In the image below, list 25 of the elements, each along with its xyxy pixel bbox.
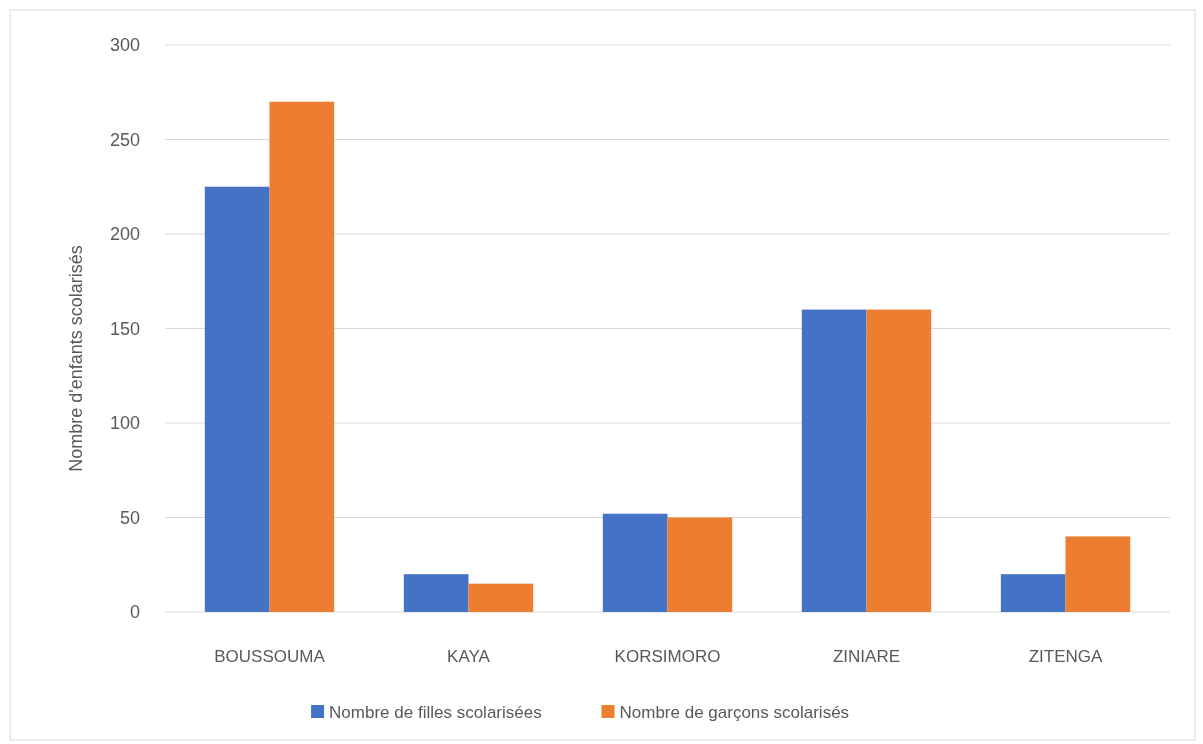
x-tick-label: ZITENGA xyxy=(1028,647,1104,666)
bar xyxy=(866,309,932,612)
x-tick-label: BOUSSOUMA xyxy=(214,647,326,666)
legend-label: Nombre de garçons scolarisés xyxy=(619,702,850,722)
bar xyxy=(1065,536,1131,612)
y-tick-label: 150 xyxy=(109,318,140,339)
legend-label: Nombre de filles scolarisées xyxy=(329,702,542,722)
y-tick-label: 200 xyxy=(109,224,140,245)
y-tick-label: 0 xyxy=(129,602,140,623)
bar xyxy=(602,513,668,612)
bar xyxy=(801,309,867,612)
y-axis-title: Nombre d'enfants scolarisés xyxy=(66,245,86,472)
x-tick-label: KAYA xyxy=(447,647,491,666)
bar xyxy=(269,101,335,612)
y-tick-label: 100 xyxy=(109,413,140,434)
y-tick-label: 250 xyxy=(109,129,140,150)
x-tick-label: ZINIARE xyxy=(832,647,901,666)
y-tick-label: 50 xyxy=(119,507,140,528)
bar xyxy=(403,574,469,612)
bar xyxy=(468,583,534,612)
bar xyxy=(204,186,270,612)
bar xyxy=(1000,574,1066,612)
x-tick-label: KORSIMORO xyxy=(614,647,721,666)
y-tick-label: 300 xyxy=(109,35,140,56)
bar xyxy=(667,517,733,612)
